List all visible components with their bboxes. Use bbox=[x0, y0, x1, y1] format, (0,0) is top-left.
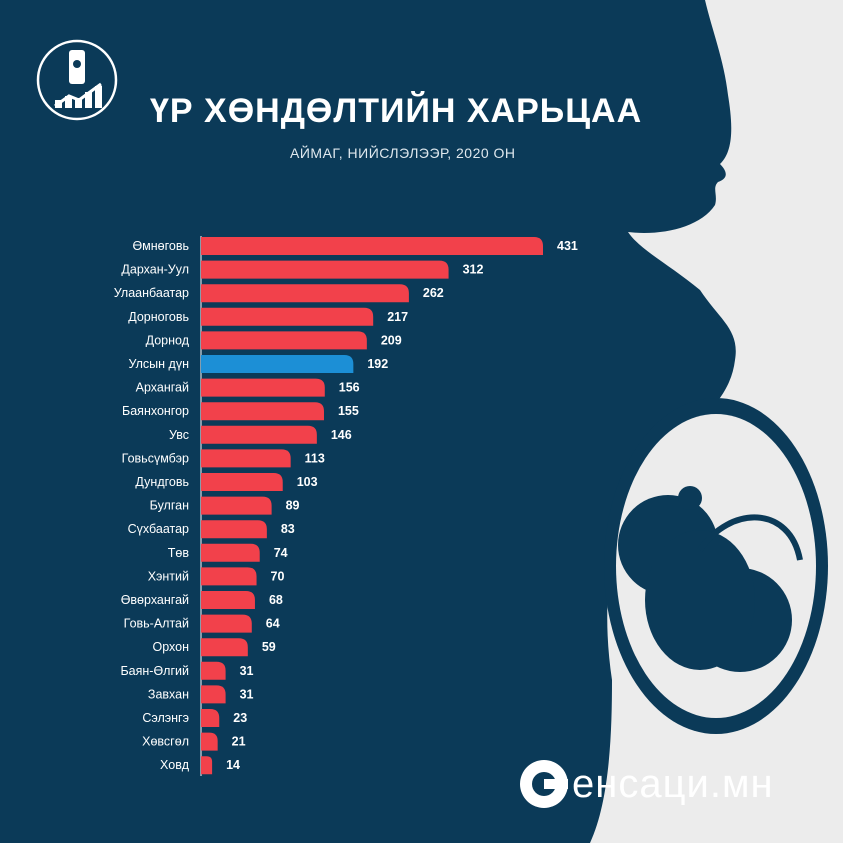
bar-11 bbox=[201, 496, 272, 515]
value-label: 103 bbox=[297, 475, 318, 489]
value-label: 21 bbox=[232, 735, 246, 749]
bar-16 bbox=[201, 614, 252, 633]
fetus-icon bbox=[618, 486, 803, 672]
category-label: Дорнод bbox=[146, 333, 190, 347]
bar-0 bbox=[201, 237, 543, 255]
bar-17 bbox=[201, 638, 248, 657]
logo-bar-1 bbox=[55, 100, 62, 108]
statistics-logo bbox=[36, 39, 118, 121]
bar-3 bbox=[201, 307, 374, 326]
value-label: 14 bbox=[226, 758, 240, 772]
category-label: Завхан bbox=[148, 687, 189, 701]
category-label: Говь-Алтай bbox=[124, 617, 189, 631]
bar-2 bbox=[201, 284, 409, 303]
value-label: 155 bbox=[338, 404, 359, 418]
value-label: 192 bbox=[367, 357, 388, 371]
category-label: Баянхонгор bbox=[122, 404, 189, 418]
value-label: 31 bbox=[240, 687, 254, 701]
value-label: 68 bbox=[269, 593, 283, 607]
value-label: 74 bbox=[274, 546, 288, 560]
value-label: 70 bbox=[271, 569, 285, 583]
value-label: 431 bbox=[557, 239, 578, 253]
brand-text: енсаци.мн bbox=[572, 761, 774, 806]
value-label: 217 bbox=[387, 310, 408, 324]
value-label: 31 bbox=[240, 664, 254, 678]
category-label: Хэнтий bbox=[148, 569, 189, 583]
value-label: 89 bbox=[286, 499, 300, 513]
value-label: 209 bbox=[381, 333, 402, 347]
logo-dot bbox=[73, 60, 81, 68]
logo-bar-3 bbox=[75, 98, 82, 108]
value-label: 146 bbox=[331, 428, 352, 442]
title-block: ҮР ХӨНДӨЛТИЙН ХАРЬЦАА bbox=[150, 92, 710, 131]
category-label: Өвөрхангай bbox=[121, 593, 189, 607]
bar-15 bbox=[201, 591, 255, 609]
logo-bar-2 bbox=[65, 96, 72, 108]
bar-21 bbox=[201, 732, 218, 751]
bar-14 bbox=[201, 567, 257, 586]
bar-19 bbox=[201, 685, 226, 704]
category-label: Сүхбаатар bbox=[128, 522, 189, 536]
brand-logo: енсаци.мн bbox=[520, 760, 774, 808]
bar-9 bbox=[201, 449, 291, 468]
logo-bar-4 bbox=[85, 92, 92, 108]
value-label: 64 bbox=[266, 617, 280, 631]
value-label: 23 bbox=[233, 711, 247, 725]
bar-18 bbox=[201, 661, 226, 680]
value-label: 59 bbox=[262, 640, 276, 654]
category-label: Дорноговь bbox=[128, 310, 189, 324]
category-label: Сэлэнгэ bbox=[142, 711, 189, 725]
chart-title: ҮР ХӨНДӨЛТИЙН ХАРЬЦАА bbox=[150, 92, 643, 130]
category-label: Говьсүмбэр bbox=[122, 451, 189, 465]
logo-ring bbox=[36, 39, 118, 121]
category-label: Баян-Өлгий bbox=[120, 664, 189, 678]
bar-1 bbox=[201, 260, 449, 279]
value-label: 312 bbox=[463, 263, 484, 277]
bar-4 bbox=[201, 331, 367, 350]
bar-6 bbox=[201, 378, 325, 397]
category-label: Улсын дүн bbox=[129, 357, 190, 371]
brand-c-icon bbox=[520, 760, 568, 808]
category-label: Улаанбаатар bbox=[114, 286, 189, 300]
bar-5 bbox=[201, 355, 354, 373]
bars-group: Өмнөговь 431 Дархан-Уул 312 Улаанбаатар 262 До… bbox=[114, 237, 578, 775]
category-label: Төв bbox=[168, 546, 190, 560]
value-label: 113 bbox=[305, 451, 325, 465]
category-label: Булган bbox=[150, 499, 189, 513]
logo-bar-5 bbox=[95, 86, 102, 108]
bar-7 bbox=[201, 402, 324, 421]
category-label: Орхон bbox=[153, 640, 190, 654]
category-label: Архангай bbox=[136, 381, 189, 395]
value-label: 83 bbox=[281, 522, 295, 536]
bar-22 bbox=[201, 756, 213, 775]
bar-13 bbox=[201, 543, 260, 562]
category-label: Дархан-Уул bbox=[121, 263, 189, 277]
bar-20 bbox=[201, 709, 220, 727]
category-label: Ховд bbox=[160, 758, 190, 772]
category-label: Хөвсгөл bbox=[142, 735, 189, 749]
bar-8 bbox=[201, 425, 317, 444]
category-label: Дундговь bbox=[135, 475, 189, 489]
bar-10 bbox=[201, 473, 283, 491]
category-label: Увс bbox=[169, 428, 189, 442]
value-label: 262 bbox=[423, 286, 444, 300]
bar-12 bbox=[201, 520, 267, 539]
value-label: 156 bbox=[339, 381, 360, 395]
category-label: Өмнөговь bbox=[132, 239, 189, 253]
chart-subtitle: АЙМАГ, НИЙСЛЭЛЭЭР, 2020 ОН bbox=[290, 145, 516, 161]
